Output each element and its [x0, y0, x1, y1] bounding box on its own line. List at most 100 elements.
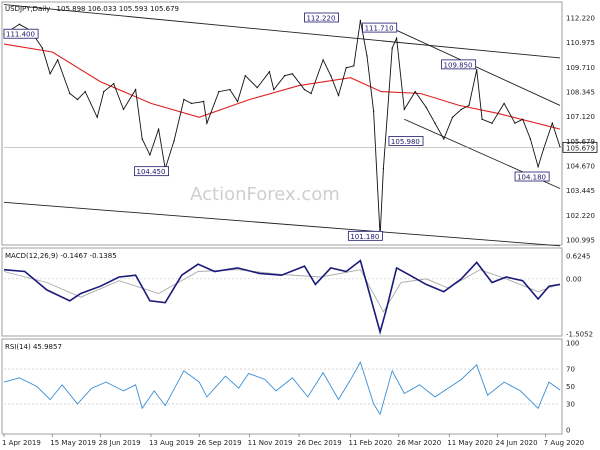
price-point-37: [345, 67, 347, 69]
rsi-line: [3, 360, 561, 416]
current-price-box: [562, 141, 598, 153]
price-point-53: [468, 104, 470, 107]
price-point-47: [414, 90, 416, 93]
price-point-44: [391, 47, 393, 49]
price-point-21: [202, 100, 205, 103]
price-point-63: [551, 122, 553, 124]
price-point-27: [256, 86, 258, 89]
price-label-box-1: [3, 28, 39, 39]
macd-series-group: [3, 259, 561, 336]
price-point-30: [284, 75, 286, 77]
price-point-26: [244, 75, 246, 77]
price-series-group: 111.400 112.220 111.710 109.850 105.980 104.4…: [3, 4, 598, 247]
price-point-32: [303, 88, 306, 91]
price-point-34: [322, 59, 324, 61]
price-point-62: [542, 148, 545, 150]
price-point-33: [310, 92, 312, 95]
price-point-41: [372, 110, 375, 113]
macd-panel-frame: [1, 247, 563, 337]
x-tick-label-9: 26 Mar 2020: [397, 439, 441, 447]
price-point-10: [103, 90, 105, 93]
rsi-panel-frame: [1, 338, 563, 435]
price-point-11: [113, 83, 115, 85]
price-point-31: [291, 73, 294, 75]
price-point-13: [134, 88, 137, 91]
price-point-8: [84, 90, 86, 93]
price-header: USDJPY,Daily 105.898 106.033 105.593 105…: [5, 5, 179, 13]
macd-tick-2: 0.00: [566, 275, 582, 283]
price-header-symbol: USDJPY,Daily: [5, 5, 50, 13]
price-point-57: [503, 102, 505, 105]
macd-tick-3: -1.5052: [566, 331, 593, 339]
price-point-52: [460, 108, 462, 111]
price-point-58: [514, 122, 516, 124]
price-tick-6: 105.679: [566, 138, 595, 146]
price-point-55: [481, 118, 483, 121]
x-tick-label-10: 11 May 2020: [447, 439, 493, 447]
price-point-35: [330, 75, 332, 77]
price-header-ohlc: 105.898 106.033 105.593 105.679: [57, 5, 179, 13]
price-tick-4: 108.345: [566, 89, 595, 97]
price-label-8: 101.180: [350, 233, 379, 241]
price-point-22: [206, 122, 208, 124]
trendline-2: [3, 201, 561, 247]
price-point-60: [529, 138, 532, 140]
price-tick-5: 107.120: [566, 113, 595, 121]
price-point-36: [337, 94, 340, 97]
price-point-28: [268, 71, 271, 73]
price-point-38: [353, 65, 355, 67]
x-tick-label-8: 11 Feb 2020: [349, 439, 393, 447]
price-point-16: [157, 128, 160, 130]
price-point-7: [76, 98, 79, 101]
x-tick-label-12: 7 Aug 2020: [544, 439, 584, 447]
price-label-3: 111.710: [365, 25, 394, 33]
price-label-6: 104.450: [137, 168, 166, 176]
price-point-48: [425, 106, 427, 109]
x-tick-label-2: 15 May 2019: [50, 439, 96, 447]
ema-line: [3, 43, 561, 130]
price-point-20: [190, 102, 193, 105]
price-tick-9: 102.220: [566, 212, 595, 220]
current-price-label: 105.679: [566, 144, 595, 152]
macd-tick-1: 0.6245: [566, 253, 591, 261]
x-tick-label-6: 11 Nov 2019: [248, 439, 293, 447]
price-label-box-3: [362, 22, 398, 33]
price-point-61: [537, 166, 539, 168]
price-label-2: 112.220: [306, 15, 335, 23]
price-panel-frame: [1, 1, 563, 246]
x-tick-label-7: 26 Dec 2019: [297, 439, 342, 447]
price-point-4: [49, 73, 51, 75]
watermark: ActionForex.com: [190, 184, 340, 205]
price-label-box-8: [347, 230, 383, 241]
price-tick-8: 103.445: [566, 187, 595, 195]
price-point-50: [443, 138, 445, 140]
price-point-24: [229, 88, 231, 91]
price-point-40: [366, 55, 368, 57]
price-label-4: 109.850: [444, 61, 473, 69]
price-point-12: [122, 108, 125, 111]
price-label-5: 105.980: [391, 138, 420, 146]
price-point-5: [57, 59, 59, 61]
rsi-tick-2: 70: [566, 366, 575, 374]
price-point-45: [395, 37, 398, 39]
rsi-series-group: [3, 360, 561, 416]
price-point-6: [69, 92, 71, 95]
price-point-51: [451, 116, 454, 119]
price-point-25: [236, 100, 239, 103]
price-label-7: 104.180: [517, 174, 546, 182]
price-tick-2: 110.975: [566, 39, 595, 47]
price-point-49: [434, 122, 436, 124]
price-point-19: [183, 98, 185, 101]
price-label-box-2: [304, 12, 339, 23]
price-point-43: [382, 168, 385, 170]
trendline-3: [392, 27, 561, 106]
x-tick-label-3: 28 Jun 2019: [99, 439, 141, 447]
rsi-tick-1: 100: [566, 340, 579, 348]
price-point-3: [41, 47, 44, 49]
price-tick-3: 109.710: [566, 64, 595, 72]
price-tick-7: 104.670: [566, 163, 595, 171]
price-point-1: [18, 23, 21, 25]
x-tick-label-11: 24 Jun 2020: [495, 439, 537, 447]
rsi-header: RSI(14) 45.9857: [5, 343, 62, 351]
